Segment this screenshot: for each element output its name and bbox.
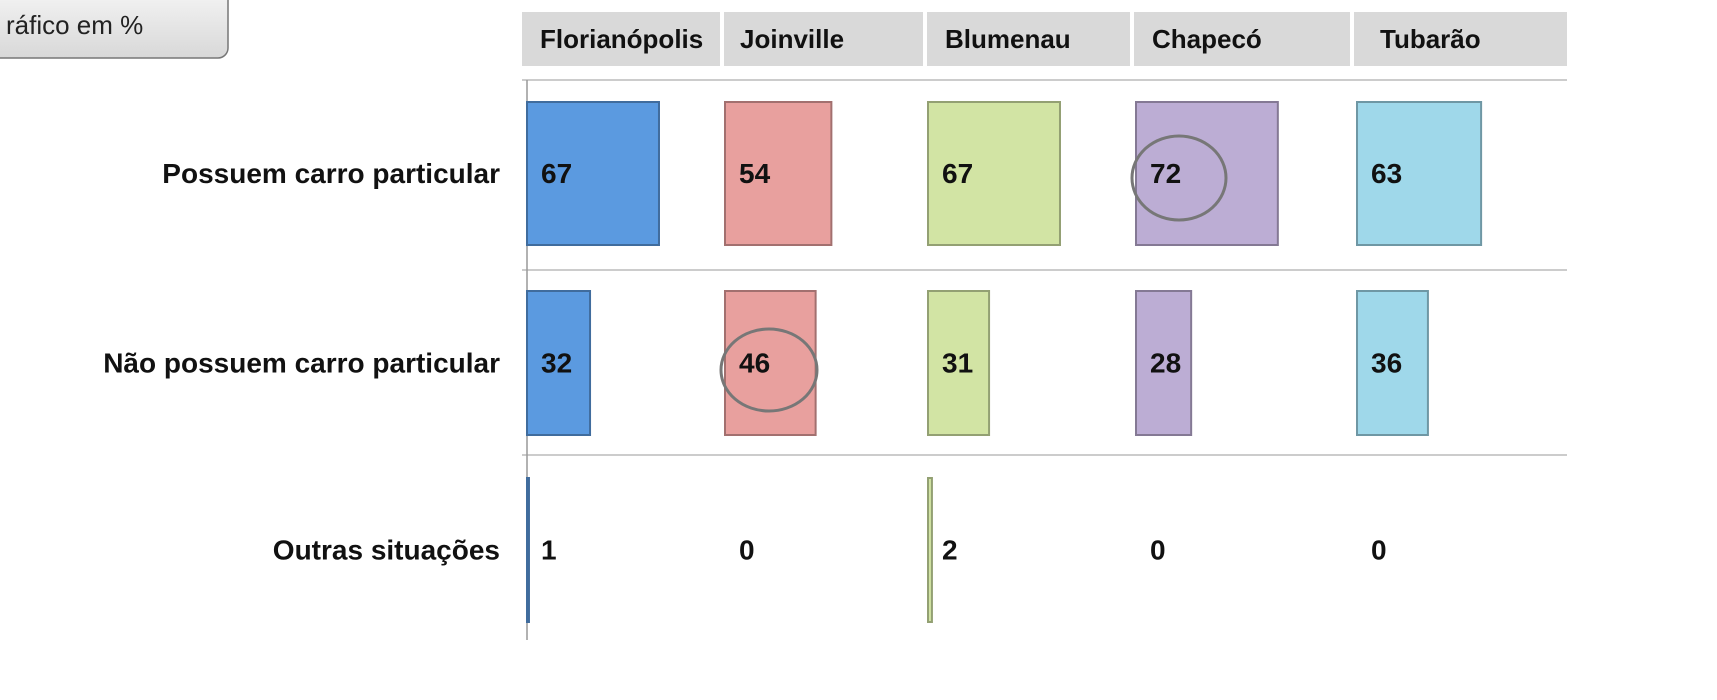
data-label: 1 bbox=[541, 534, 557, 565]
data-label: 0 bbox=[739, 534, 755, 565]
row-label: Outras situações bbox=[273, 534, 500, 565]
column-header: Joinville bbox=[740, 24, 844, 54]
row-label: Possuem carro particular bbox=[162, 158, 500, 189]
data-label: 63 bbox=[1371, 158, 1402, 189]
highlight-circle bbox=[1130, 134, 1228, 222]
bar bbox=[1356, 290, 1429, 436]
data-label: 2 bbox=[942, 534, 958, 565]
bar bbox=[1135, 101, 1279, 246]
column-header: Tubarão bbox=[1380, 24, 1481, 54]
data-label: 0 bbox=[1371, 534, 1387, 565]
bar bbox=[1135, 290, 1193, 436]
data-label: 31 bbox=[942, 347, 973, 378]
data-label: 54 bbox=[739, 158, 771, 189]
button[interactable] bbox=[0, 0, 229, 59]
header-band bbox=[522, 12, 1567, 66]
bar bbox=[927, 101, 1061, 246]
row-label: Não possuem carro particular bbox=[103, 347, 500, 378]
bar bbox=[526, 101, 660, 246]
data-label: 46 bbox=[739, 347, 770, 378]
data-label: 72 bbox=[1150, 158, 1181, 189]
data-label: 36 bbox=[1371, 347, 1402, 378]
column-header: Blumenau bbox=[945, 24, 1071, 54]
button-label: ráfico em % bbox=[6, 10, 143, 40]
data-label: 0 bbox=[1150, 534, 1166, 565]
data-label: 67 bbox=[541, 158, 572, 189]
column-header: Florianópolis bbox=[540, 24, 703, 54]
highlight-circle bbox=[719, 327, 819, 413]
column-header: Chapecó bbox=[1152, 24, 1262, 54]
bar bbox=[724, 101, 833, 246]
bar bbox=[927, 477, 933, 623]
bar bbox=[927, 290, 991, 436]
bar bbox=[1356, 101, 1483, 246]
data-label: 32 bbox=[541, 347, 572, 378]
bar bbox=[526, 477, 530, 623]
data-label: 67 bbox=[942, 158, 973, 189]
data-label: 28 bbox=[1150, 347, 1181, 378]
bar bbox=[526, 290, 592, 436]
